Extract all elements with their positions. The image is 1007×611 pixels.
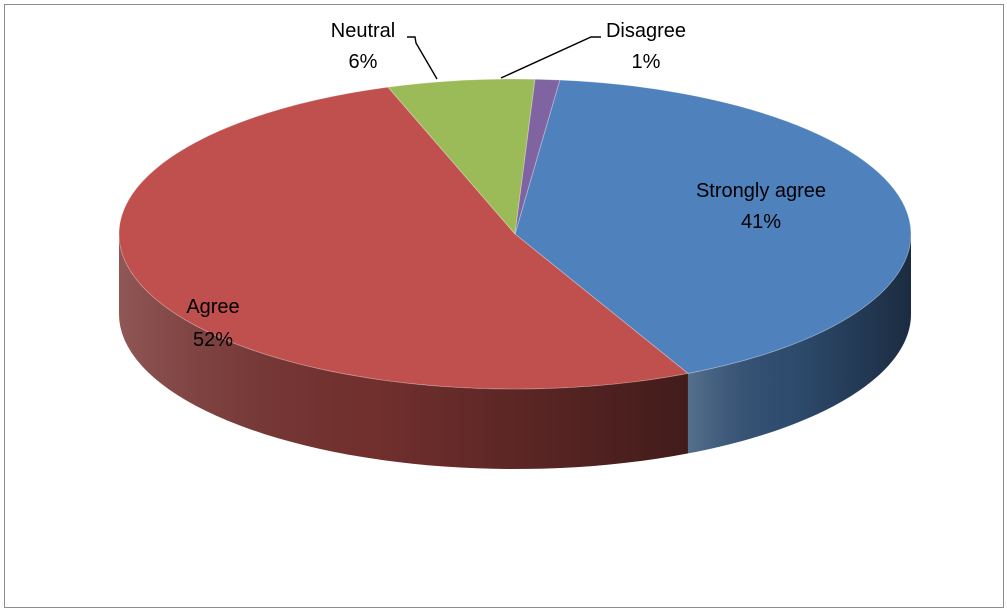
leader-line-neutral	[407, 36, 438, 80]
slice-side-shade-strongly-agree	[687, 234, 911, 454]
label-neutral-name: Neutral	[331, 20, 395, 42]
chart-frame: Strongly agree 41% Agree 52% Neutral 6% …	[4, 4, 1004, 608]
slice-agree[interactable]	[118, 86, 689, 390]
pie-labels: Strongly agree 41% Agree 52% Neutral 6% …	[186, 20, 826, 351]
pie-tops	[118, 78, 912, 390]
label-neutral-value: 6%	[349, 51, 378, 73]
label-strongly-agree-value: 41%	[741, 211, 781, 233]
slice-strongly-agree[interactable]	[514, 79, 912, 374]
slice-side-shade-agree	[119, 234, 688, 469]
label-strongly-agree-name: Strongly agree	[696, 180, 826, 202]
label-disagree-name: Disagree	[606, 20, 686, 42]
slice-disagree[interactable]	[514, 78, 561, 235]
label-strongly-agree: Strongly agree 41%	[696, 180, 826, 233]
label-agree: Agree 52%	[186, 296, 239, 351]
pie-chart: Strongly agree 41% Agree 52% Neutral 6% …	[118, 20, 912, 469]
label-agree-name: Agree	[186, 296, 239, 318]
label-disagree-value: 1%	[632, 51, 661, 73]
label-disagree: Disagree 1%	[500, 20, 686, 79]
label-agree-value: 52%	[193, 329, 233, 351]
leader-line-disagree	[500, 36, 601, 79]
pie-sides	[119, 234, 911, 469]
slice-neutral[interactable]	[387, 78, 536, 235]
label-neutral: Neutral 6%	[331, 20, 438, 80]
